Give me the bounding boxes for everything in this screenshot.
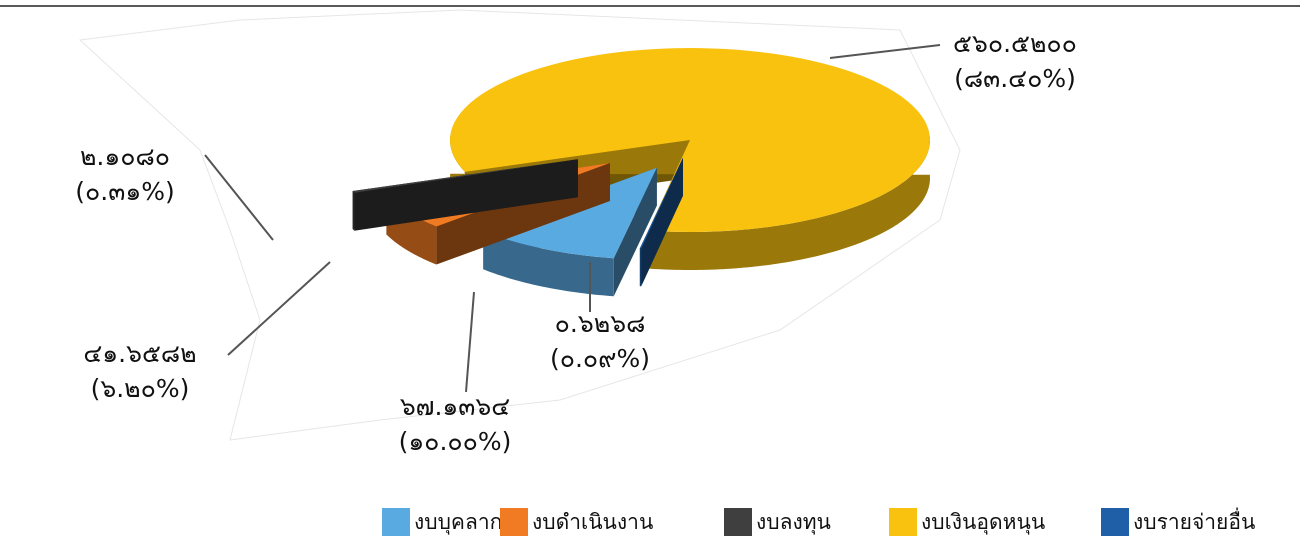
slice-wall [352,159,578,230]
value-label: ๐.๖๒๖๘ [555,309,646,338]
value-label: ๒.๑๐๘๐ [80,142,170,171]
leader-line [465,291,475,393]
percent-label: (๑๐.๐๐%) [399,427,512,456]
slice-side [483,231,614,297]
slice-side [639,248,642,287]
value-label: ๕๖๐.๕๒๐๐ [953,29,1077,58]
slice-top [639,157,683,249]
leader-line [227,261,331,356]
percent-label: (๘๓.๔๐%) [954,64,1076,93]
leader-line [204,154,274,241]
percent-label: (๖.๒๐%) [91,374,190,403]
legend-label: งบรายจ่ายอื่น [1133,507,1255,534]
legend-swatch [724,508,752,536]
legend-label: งบดำเนินงาน [532,510,653,534]
backdrop [78,9,961,441]
legend-swatch [889,508,917,536]
leader-line [829,44,941,59]
value-label: ๖๗.๑๓๖๔ [400,392,510,421]
slice-wall [639,157,683,287]
percent-label: (๐.๓๑%) [75,177,174,206]
percent-label: (๐.๐๙%) [550,344,650,373]
slice [483,167,657,297]
slice [352,159,578,231]
slice [639,157,683,287]
legend-label: งบลงทุน [756,510,831,535]
legend-label: งบบุคลากร [414,510,514,535]
slice-top [352,159,578,193]
legend-swatch [382,508,410,536]
legend-swatch [500,508,528,536]
value-label: ๔๑.๖๕๘๒ [83,339,196,368]
legend-swatch [1101,508,1129,536]
legend-label: งบเงินอุดหนุน [921,510,1045,535]
slice-side [352,191,355,231]
slice-top [450,48,931,233]
